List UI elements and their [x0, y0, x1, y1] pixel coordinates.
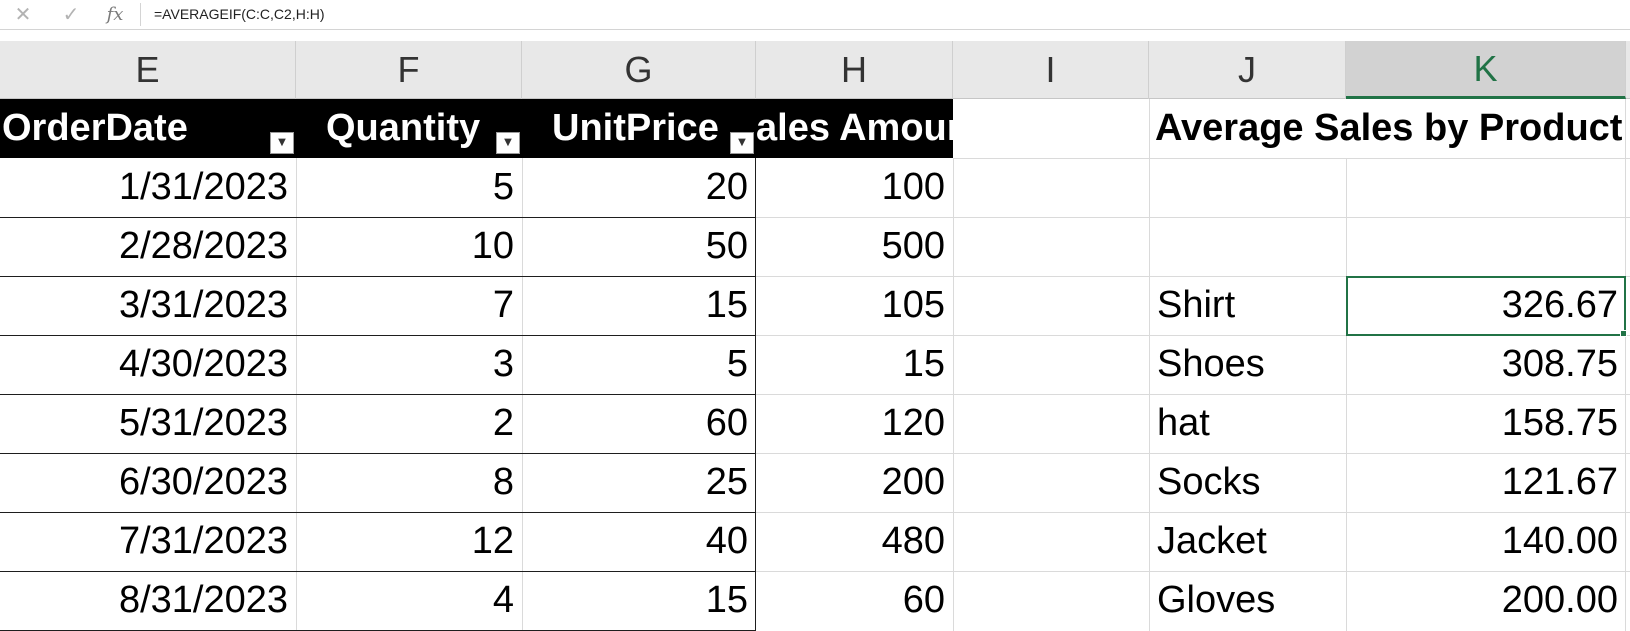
summary-product[interactable]: Gloves — [1157, 579, 1276, 621]
grid-line — [953, 217, 1630, 218]
cell-orderdate[interactable]: 5/31/2023 — [118, 402, 288, 444]
cell-quantity[interactable]: 7 — [492, 284, 514, 326]
column-header-row: E F G H I J K — [0, 41, 1630, 99]
chevron-down-icon: ▼ — [504, 137, 512, 148]
grid-line — [953, 158, 1630, 159]
grid-line — [756, 512, 953, 513]
grid-line — [953, 276, 1630, 277]
cell-unitprice[interactable]: 40 — [705, 520, 748, 562]
cell-sales-amount[interactable]: 60 — [902, 579, 945, 621]
table-border — [0, 394, 756, 395]
grid-line — [953, 394, 1630, 395]
grid-line — [953, 453, 1630, 454]
column-header-f[interactable]: F — [296, 41, 522, 99]
grid-line — [756, 453, 953, 454]
cell-orderdate[interactable]: 4/30/2023 — [118, 343, 288, 385]
cell-quantity[interactable]: 2 — [492, 402, 514, 444]
grid-line — [953, 512, 1630, 513]
table-header-quantity: Quantity — [326, 107, 481, 149]
grid-line — [756, 335, 953, 336]
summary-average[interactable]: 121.67 — [1501, 461, 1618, 503]
summary-title[interactable]: Average Sales by Product — [1155, 107, 1623, 149]
column-header-h[interactable]: H — [756, 41, 953, 99]
table-border — [0, 335, 756, 336]
active-cell-selection[interactable] — [1346, 276, 1626, 336]
table-border — [0, 217, 756, 218]
close-icon[interactable]: ✕ — [14, 2, 32, 26]
table-border — [0, 512, 756, 513]
filter-dropdown-unitprice[interactable]: ▼ — [730, 132, 754, 154]
cell-sales-amount[interactable]: 100 — [881, 166, 945, 208]
filter-dropdown-orderdate[interactable]: ▼ — [270, 132, 294, 154]
column-header-j[interactable]: J — [1149, 41, 1346, 99]
table-header: OrderDate ▼ Quantity ▼ UnitPrice ▼ ales … — [0, 99, 953, 158]
cell-orderdate[interactable]: 6/30/2023 — [118, 461, 288, 503]
cell-quantity[interactable]: 3 — [492, 343, 514, 385]
grid-line — [1625, 99, 1626, 631]
grid-line — [953, 571, 1630, 572]
cell-unitprice[interactable]: 25 — [705, 461, 748, 503]
grid-line — [756, 217, 953, 218]
grid-line — [756, 571, 953, 572]
cell-quantity[interactable]: 4 — [492, 579, 514, 621]
formula-input[interactable]: =AVERAGEIF(C:C,C2,H:H) — [154, 6, 325, 22]
cell-sales-amount[interactable]: 105 — [881, 284, 945, 326]
fx-icon[interactable]: fx — [106, 3, 124, 25]
check-icon[interactable]: ✓ — [62, 2, 80, 26]
table-header-orderdate: OrderDate — [2, 107, 188, 149]
cell-sales-amount[interactable]: 480 — [881, 520, 945, 562]
filter-dropdown-quantity[interactable]: ▼ — [496, 132, 520, 154]
summary-average[interactable]: 158.75 — [1501, 402, 1618, 444]
summary-product[interactable]: Shirt — [1157, 284, 1236, 326]
cell-unitprice[interactable]: 50 — [705, 225, 748, 267]
cell-quantity[interactable]: 5 — [492, 166, 514, 208]
column-header-k[interactable]: K — [1346, 41, 1626, 99]
cell-unitprice[interactable]: 15 — [705, 284, 748, 326]
cell-unitprice[interactable]: 15 — [705, 579, 748, 621]
cell-unitprice[interactable]: 5 — [726, 343, 748, 385]
cell-sales-amount[interactable]: 15 — [902, 343, 945, 385]
cell-quantity[interactable]: 8 — [492, 461, 514, 503]
cell-orderdate[interactable]: 7/31/2023 — [118, 520, 288, 562]
column-header-i[interactable]: I — [953, 41, 1149, 99]
cell-orderdate[interactable]: 3/31/2023 — [118, 284, 288, 326]
cell-quantity[interactable]: 12 — [471, 520, 514, 562]
table-header-unitprice: UnitPrice — [552, 107, 719, 149]
table-border — [0, 453, 756, 454]
cell-sales-amount[interactable]: 500 — [881, 225, 945, 267]
chevron-down-icon: ▼ — [278, 137, 286, 148]
table-header-sales-amount: ales Amour — [756, 107, 953, 149]
table-border — [0, 276, 756, 277]
summary-average[interactable]: 200.00 — [1501, 579, 1618, 621]
cell-unitprice[interactable]: 60 — [705, 402, 748, 444]
summary-product[interactable]: hat — [1157, 402, 1210, 444]
summary-average[interactable]: 308.75 — [1501, 343, 1618, 385]
summary-product[interactable]: Socks — [1157, 461, 1261, 503]
chevron-down-icon: ▼ — [738, 137, 746, 148]
cell-quantity[interactable]: 10 — [471, 225, 514, 267]
table-border — [0, 571, 756, 572]
table-border — [755, 158, 756, 631]
cell-sales-amount[interactable]: 200 — [881, 461, 945, 503]
cell-orderdate[interactable]: 1/31/2023 — [118, 166, 288, 208]
formula-bar-divider — [140, 3, 141, 26]
summary-average[interactable]: 326.67 — [1501, 284, 1618, 326]
summary-average[interactable]: 140.00 — [1501, 520, 1618, 562]
grid-line — [756, 394, 953, 395]
cell-unitprice[interactable]: 20 — [705, 166, 748, 208]
cell-orderdate[interactable]: 2/28/2023 — [118, 225, 288, 267]
column-header-e[interactable]: E — [0, 41, 296, 99]
fill-handle[interactable] — [1620, 330, 1627, 337]
formula-bar: ✕ ✓ fx =AVERAGEIF(C:C,C2,H:H) — [0, 0, 1630, 30]
grid-line — [1149, 99, 1150, 631]
cell-sales-amount[interactable]: 120 — [881, 402, 945, 444]
grid-line — [953, 335, 1630, 336]
grid-line — [756, 276, 953, 277]
summary-product[interactable]: Jacket — [1157, 520, 1267, 562]
cell-orderdate[interactable]: 8/31/2023 — [118, 579, 288, 621]
summary-product[interactable]: Shoes — [1157, 343, 1265, 385]
column-header-g[interactable]: G — [522, 41, 756, 99]
